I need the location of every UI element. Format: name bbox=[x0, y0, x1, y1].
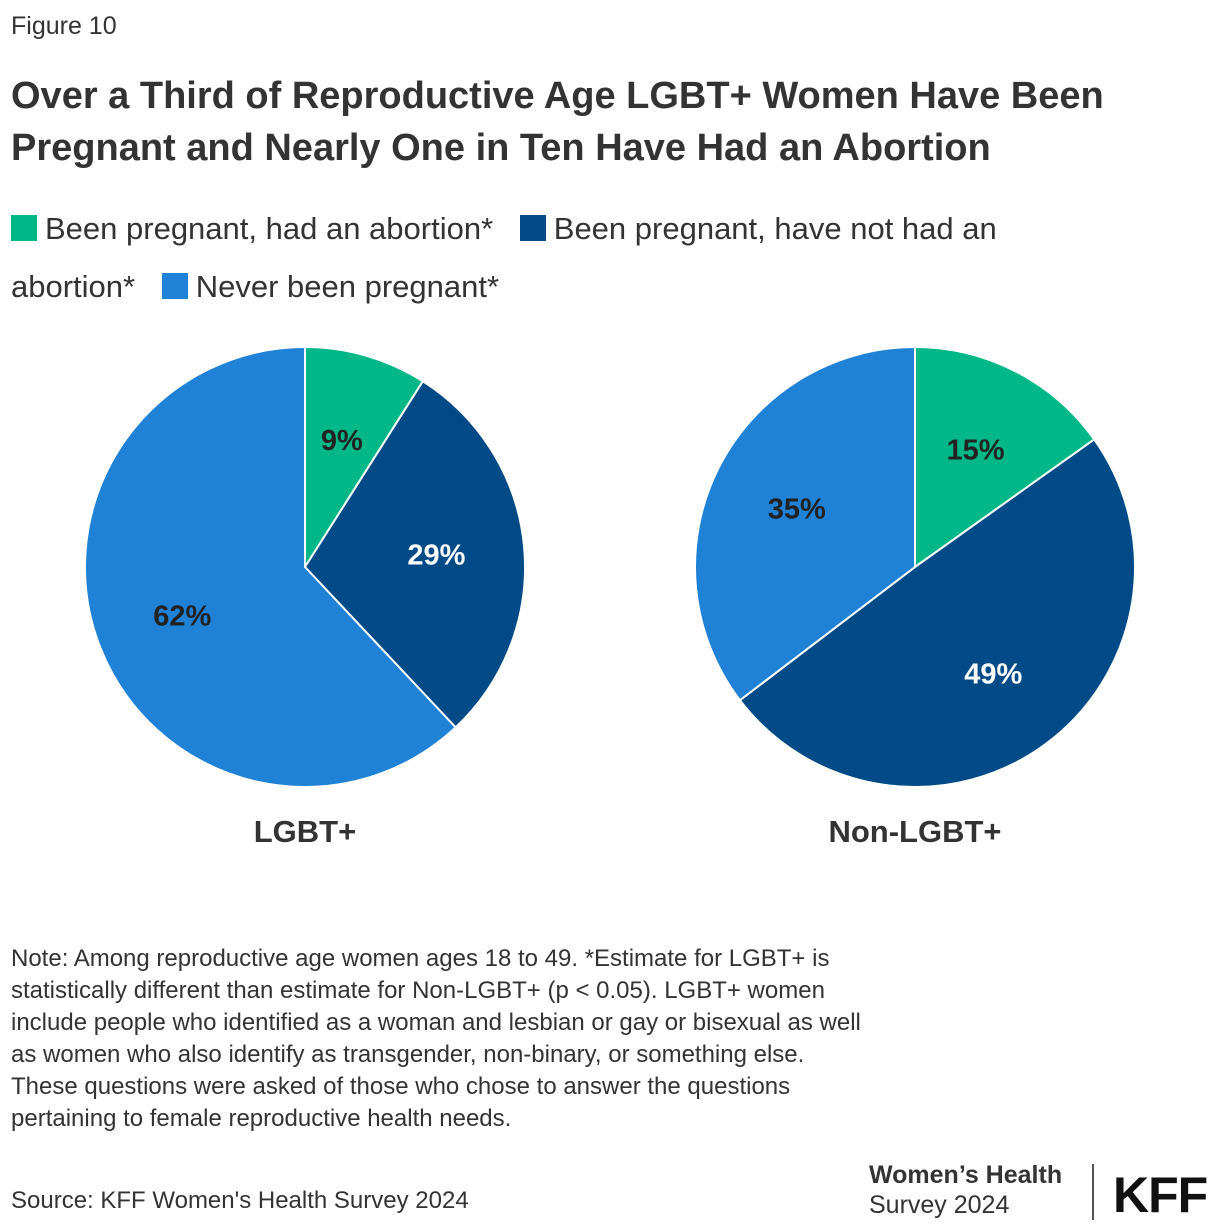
pie-slice bbox=[914, 345, 1096, 569]
legend-item: Been pregnant, had an abortion* bbox=[11, 211, 493, 246]
legend-swatch bbox=[11, 215, 37, 241]
data-label: 9% bbox=[321, 425, 363, 457]
legend-label: Been pregnant, had an abortion* bbox=[45, 211, 494, 246]
pie-category-label: LGBT+ bbox=[254, 814, 356, 849]
logo-line1: Women’s Health bbox=[869, 1161, 1063, 1189]
legend: Been pregnant, had an abortion* Been pre… bbox=[11, 200, 1111, 316]
data-label: 35% bbox=[768, 493, 826, 525]
pie-category-label: Non-LGBT+ bbox=[828, 814, 1001, 849]
pie-slice bbox=[738, 437, 1137, 789]
legend-swatch bbox=[519, 215, 546, 241]
chart-note: Note: Among reproductive age women ages … bbox=[11, 945, 861, 1132]
data-label: 49% bbox=[964, 658, 1022, 690]
legend-item: Never been pregnant* bbox=[161, 269, 500, 304]
logo-divider bbox=[1092, 1164, 1094, 1220]
chart-source: Source: KFF Women's Health Survey 2024 bbox=[11, 1187, 469, 1214]
legend-item: Been pregnant, have not had an abortion* bbox=[11, 211, 997, 304]
data-label: 62% bbox=[153, 601, 211, 633]
pie-slice bbox=[304, 345, 425, 571]
chart-title: Over a Third of Reproductive Age LGBT+ W… bbox=[11, 75, 1104, 169]
pie-slice bbox=[303, 379, 526, 729]
pie-slice bbox=[84, 345, 458, 788]
pie-charts: 9% 29% 62% LGBT+ 15% 49% 35% Non-LGBT+ bbox=[84, 345, 1137, 849]
legend-label: Never been pregnant* bbox=[195, 269, 500, 304]
data-label: 15% bbox=[946, 435, 1004, 467]
figure-label: Figure 10 bbox=[11, 12, 117, 40]
pie-slice bbox=[694, 345, 916, 702]
kff-logo: KFF bbox=[1113, 1167, 1208, 1223]
legend-swatch bbox=[161, 273, 188, 299]
legend-label: Been pregnant, have not had an abortion* bbox=[11, 211, 997, 304]
survey-logo: Women’s Health Survey 2024 bbox=[869, 1160, 1062, 1220]
logo-line2: Survey 2024 bbox=[869, 1191, 1010, 1219]
data-label: 29% bbox=[407, 540, 465, 572]
